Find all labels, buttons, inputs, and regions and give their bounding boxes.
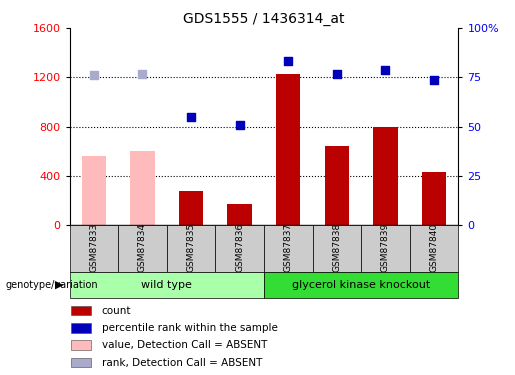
Bar bbox=[264, 225, 313, 272]
Point bbox=[187, 114, 195, 120]
Bar bbox=[71, 306, 91, 315]
Text: GSM87838: GSM87838 bbox=[332, 223, 341, 272]
Text: value, Detection Call = ABSENT: value, Detection Call = ABSENT bbox=[101, 340, 267, 350]
Bar bbox=[70, 225, 118, 272]
Text: ▶: ▶ bbox=[55, 280, 64, 290]
Title: GDS1555 / 1436314_at: GDS1555 / 1436314_at bbox=[183, 12, 345, 26]
Bar bbox=[228, 204, 252, 225]
Text: GSM87835: GSM87835 bbox=[186, 223, 196, 272]
Bar bbox=[361, 225, 410, 272]
Bar bbox=[179, 190, 203, 225]
Bar bbox=[71, 358, 91, 368]
Bar bbox=[264, 272, 458, 298]
Bar bbox=[276, 74, 300, 225]
Text: genotype/variation: genotype/variation bbox=[5, 280, 98, 290]
Point bbox=[90, 72, 98, 78]
Text: percentile rank within the sample: percentile rank within the sample bbox=[101, 323, 278, 333]
Bar bbox=[324, 146, 349, 225]
Bar bbox=[130, 151, 154, 225]
Bar bbox=[71, 323, 91, 333]
Text: GSM87833: GSM87833 bbox=[89, 223, 98, 272]
Text: GSM87834: GSM87834 bbox=[138, 223, 147, 272]
Text: GSM87836: GSM87836 bbox=[235, 223, 244, 272]
Bar bbox=[422, 172, 446, 225]
Point bbox=[235, 122, 244, 128]
Bar bbox=[167, 225, 215, 272]
Text: GSM87837: GSM87837 bbox=[284, 223, 293, 272]
Bar bbox=[118, 225, 167, 272]
Point bbox=[381, 67, 389, 73]
Bar bbox=[82, 156, 106, 225]
Text: GSM87840: GSM87840 bbox=[430, 223, 439, 272]
Text: GSM87839: GSM87839 bbox=[381, 223, 390, 272]
Bar bbox=[215, 225, 264, 272]
Point bbox=[284, 58, 293, 64]
Bar bbox=[70, 272, 264, 298]
Point bbox=[430, 77, 438, 83]
Text: wild type: wild type bbox=[141, 280, 192, 290]
Text: count: count bbox=[101, 306, 131, 315]
Text: glycerol kinase knockout: glycerol kinase knockout bbox=[292, 280, 430, 290]
Point bbox=[333, 70, 341, 76]
Bar bbox=[313, 225, 361, 272]
Text: rank, Detection Call = ABSENT: rank, Detection Call = ABSENT bbox=[101, 358, 262, 368]
Point bbox=[139, 71, 147, 77]
Bar bbox=[373, 127, 398, 225]
Bar bbox=[410, 225, 458, 272]
Bar bbox=[71, 340, 91, 350]
